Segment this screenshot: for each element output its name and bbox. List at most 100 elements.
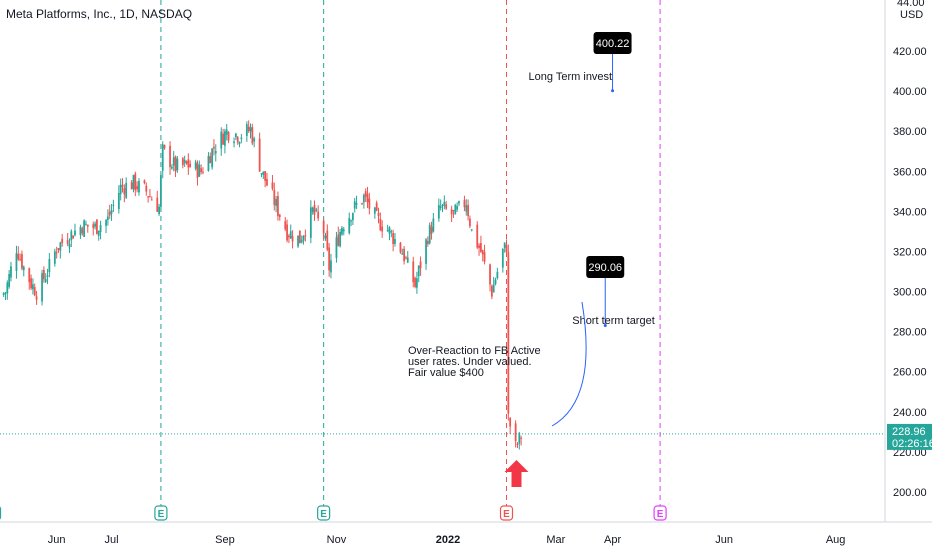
candle-body: [425, 239, 427, 264]
earnings-marker-label: E: [158, 509, 165, 520]
candle-body: [123, 188, 126, 195]
short-term-point: [603, 323, 607, 327]
x-tick-label: Jul: [105, 534, 119, 546]
candle-body: [61, 238, 64, 244]
candle-body: [414, 277, 416, 287]
candle-body: [507, 252, 510, 414]
candle-body: [445, 204, 448, 209]
candle-body: [348, 218, 351, 234]
candle-body: [30, 278, 32, 289]
candle-body: [366, 194, 369, 203]
candle-body: [70, 231, 73, 241]
candle-body: [335, 237, 338, 258]
candle-body: [324, 235, 327, 239]
candle-body: [266, 178, 268, 186]
y-tick-label: 320.00: [893, 246, 927, 258]
candle-body: [59, 242, 62, 251]
candle-body: [112, 204, 115, 206]
candle-body: [373, 207, 376, 214]
earnings-marker: [317, 505, 331, 521]
earnings-marker-label: E: [657, 509, 664, 520]
note-text: Fair value $400: [408, 367, 484, 379]
candle-body: [121, 185, 124, 187]
candle-body: [260, 173, 263, 175]
up-arrow-icon: [504, 460, 529, 487]
candle-body: [412, 261, 415, 283]
candle-body: [10, 266, 12, 278]
candle-body: [96, 219, 98, 234]
long-term-label: Long Term invest: [529, 71, 613, 83]
candle-body: [277, 196, 279, 216]
candle-body: [150, 199, 153, 201]
candle-body: [313, 205, 316, 215]
candle-body: [489, 264, 491, 285]
y-tick-label: 200.00: [893, 487, 927, 499]
candle-body: [41, 273, 43, 302]
candle-body: [273, 189, 276, 205]
candle-body: [183, 160, 186, 163]
candle-body: [224, 131, 226, 146]
candle-body: [213, 146, 215, 149]
candle-body: [289, 231, 292, 239]
candle-body: [516, 443, 519, 445]
earnings-marker-label: E: [503, 509, 510, 520]
candle-body: [509, 417, 512, 427]
candle-body: [406, 257, 409, 263]
candle-body: [394, 239, 396, 244]
candle-body: [432, 218, 435, 232]
candles: [2, 120, 523, 450]
candle-body: [399, 242, 402, 253]
candle-body: [326, 230, 329, 250]
note-text: user rates. Under valued.: [408, 356, 532, 368]
candle-body: [439, 206, 442, 209]
candle-body: [520, 437, 523, 439]
candle-body: [328, 247, 331, 271]
candle-body: [342, 229, 345, 232]
candle-body: [163, 145, 166, 149]
projection-curve: [551, 301, 587, 427]
y-tick-label: 360.00: [893, 166, 927, 178]
candle-body: [297, 235, 299, 247]
candle-body: [262, 171, 265, 175]
candle-body: [169, 145, 171, 168]
earnings-marker: [499, 505, 514, 521]
candle-body: [117, 193, 120, 210]
candle-body: [181, 158, 184, 166]
candle-body: [68, 244, 71, 248]
candle-body: [253, 138, 256, 142]
candle-body: [481, 250, 484, 255]
candle-body: [465, 205, 468, 212]
candle-body: [105, 220, 107, 226]
candle-body: [187, 159, 190, 168]
candle-body: [514, 423, 517, 442]
candle-body: [225, 129, 228, 135]
candle-body: [428, 224, 431, 244]
y-tick-label: 340.00: [893, 206, 927, 218]
candle-body: [33, 287, 36, 296]
candle-body: [364, 191, 367, 197]
candle-body: [350, 220, 352, 222]
candle-body: [518, 432, 521, 444]
candle-body: [278, 214, 281, 218]
candle-body: [430, 226, 433, 234]
x-tick-label: Apr: [604, 534, 621, 546]
candle-body: [106, 216, 109, 221]
candle-body: [417, 265, 420, 277]
candle-body: [315, 209, 318, 211]
candle-body: [185, 161, 188, 164]
candle-body: [469, 218, 471, 227]
candle-body: [32, 284, 34, 290]
candle-body: [149, 196, 151, 198]
candle-body: [138, 180, 140, 193]
candle-body: [480, 243, 482, 252]
x-tick-label: Jun: [715, 534, 733, 546]
x-axis-panel: [0, 522, 932, 550]
candle-body: [83, 220, 86, 237]
candle-body: [309, 207, 312, 238]
candle-body: [72, 235, 75, 239]
candle-body: [22, 266, 25, 271]
candle-body: [405, 257, 407, 259]
candle-body: [189, 163, 192, 168]
